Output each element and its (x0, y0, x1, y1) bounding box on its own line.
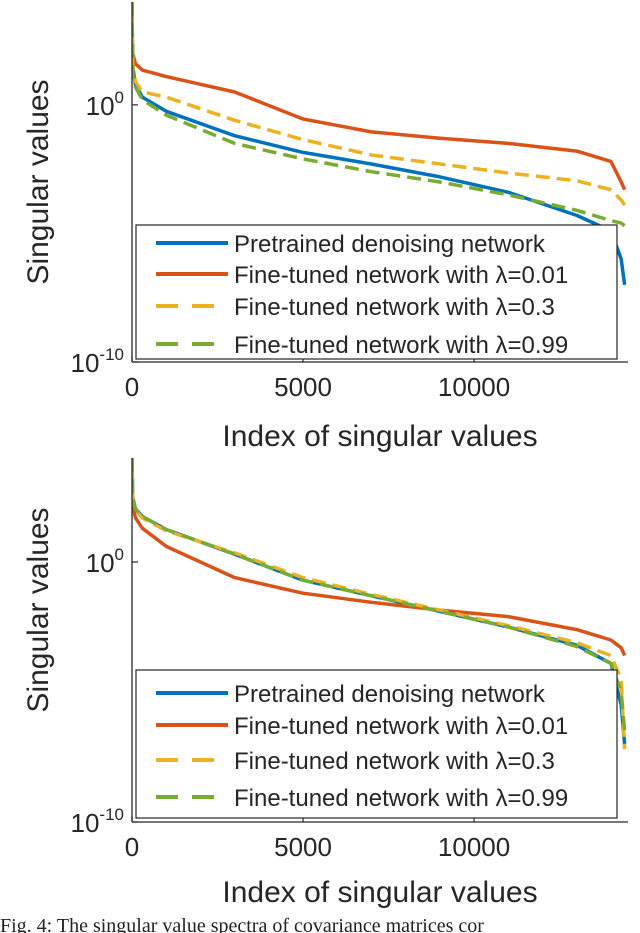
legend-box (135, 224, 618, 360)
chart-1: 0 5000 10000 100 10-10 Index of singular valu… (22, 2, 628, 453)
series-line-2 (132, 27, 627, 191)
legend-entry-1: Pretrained denoising network (234, 681, 546, 708)
y-tick-label-1: 100 (86, 545, 124, 578)
figure-caption: Fig. 4: The singular value spectra of co… (0, 915, 484, 933)
y-tick-label-1: 100 (86, 88, 124, 121)
x-axis-label: Index of singular values (222, 876, 537, 909)
x-tick-label-2: 5000 (274, 372, 332, 402)
series-line-4 (132, 458, 627, 732)
x-tick-label-1: 0 (125, 372, 139, 402)
series-line-4 (132, 2, 626, 228)
legend: Pretrained denoising network Fine-tuned n… (135, 669, 618, 819)
legend-entry-4: Fine-tuned network with λ=0.99 (234, 785, 568, 812)
x-tick-label-2: 5000 (274, 832, 332, 862)
legend: Pretrained denoising network Fine-tuned n… (135, 224, 618, 360)
series-line-3 (132, 470, 627, 750)
x-tick-label-3: 10000 (438, 372, 510, 402)
y-tick-label-2: 10-10 (71, 805, 125, 838)
y-axis-label: Singular values (22, 507, 55, 712)
legend-entry-1: Pretrained denoising network (234, 231, 546, 258)
chart-2: 0 5000 10000 100 10-10 Index of singular valu… (22, 458, 628, 909)
legend-entry-4: Fine-tuned network with λ=0.99 (234, 332, 568, 359)
legend-entry-3: Fine-tuned network with λ=0.3 (234, 748, 555, 775)
series-line-2 (132, 483, 627, 657)
series-line-3 (132, 14, 627, 207)
y-tick-label-2: 10-10 (71, 345, 125, 378)
x-axis-label: Index of singular values (222, 420, 537, 453)
legend-entry-2: Fine-tuned network with λ=0.01 (234, 713, 568, 740)
x-tick-label-3: 10000 (438, 832, 510, 862)
legend-entry-2: Fine-tuned network with λ=0.01 (234, 262, 568, 289)
series-lines (132, 458, 627, 750)
x-tick-label-1: 0 (125, 832, 139, 862)
y-axis-label: Singular values (22, 79, 55, 284)
legend-entry-3: Fine-tuned network with λ=0.3 (234, 294, 555, 321)
